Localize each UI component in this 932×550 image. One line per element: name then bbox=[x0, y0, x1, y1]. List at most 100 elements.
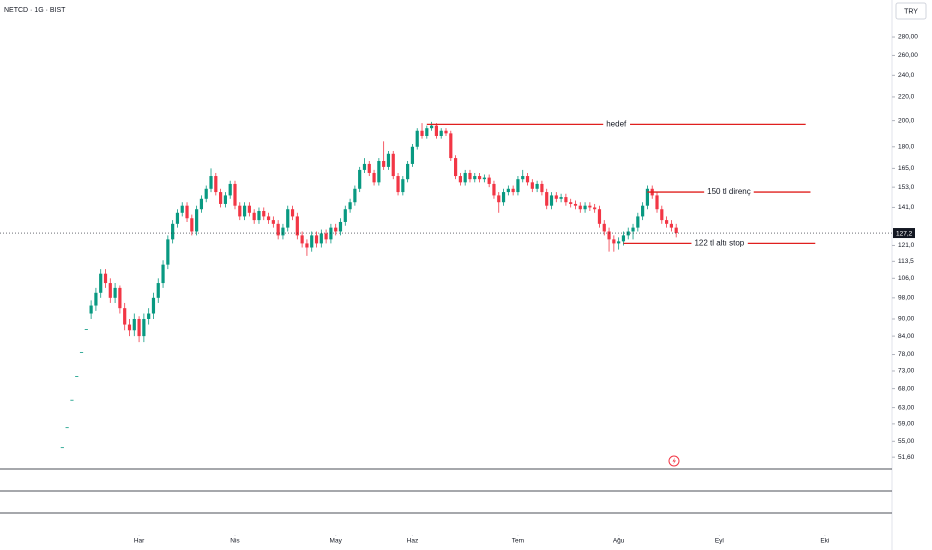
candle-body bbox=[583, 205, 587, 210]
candle-body bbox=[597, 209, 602, 224]
candle-body bbox=[554, 195, 558, 199]
annotation-label: hedef bbox=[606, 119, 627, 128]
candle-body bbox=[607, 231, 611, 240]
annotation-label: 122 tl altı stop bbox=[694, 239, 744, 248]
candle-body bbox=[386, 153, 391, 167]
candle-body bbox=[415, 130, 419, 147]
candle-body bbox=[108, 283, 112, 298]
y-tick-label: 63,00 bbox=[898, 404, 915, 411]
y-tick-label: 55,00 bbox=[898, 438, 915, 445]
y-tick-label: 260,00 bbox=[898, 52, 918, 59]
candle-body bbox=[214, 176, 218, 193]
candle-body bbox=[602, 223, 606, 232]
candle-body bbox=[391, 153, 395, 177]
candle-body bbox=[573, 203, 578, 206]
x-tick-label: Eyl bbox=[715, 538, 725, 545]
candle-body bbox=[123, 308, 127, 325]
candle-body bbox=[195, 209, 199, 232]
candle-body bbox=[521, 176, 525, 180]
candle-body bbox=[482, 177, 486, 180]
candle-body bbox=[190, 218, 194, 232]
candle-body bbox=[343, 209, 347, 222]
candle-body bbox=[564, 197, 568, 203]
candle-body bbox=[161, 264, 165, 284]
y-tick-label: 84,00 bbox=[898, 333, 915, 340]
candle-body bbox=[401, 179, 405, 193]
candle-body bbox=[358, 169, 362, 189]
candle-body bbox=[636, 216, 640, 228]
candle-body bbox=[382, 160, 386, 167]
candle-body bbox=[468, 172, 472, 180]
y-tick-label: 220,0 bbox=[898, 94, 915, 101]
candle-body bbox=[79, 351, 84, 353]
candle-body bbox=[185, 205, 189, 219]
x-tick-label: Haz bbox=[407, 538, 419, 545]
candle-body bbox=[334, 227, 338, 232]
candle-body bbox=[453, 158, 458, 177]
candle-body bbox=[396, 176, 400, 193]
candle-body bbox=[540, 183, 544, 193]
candle-body bbox=[641, 205, 645, 217]
candle-body bbox=[127, 324, 132, 331]
candle-body bbox=[444, 130, 448, 134]
candle-body bbox=[84, 329, 88, 330]
y-tick-label: 90,00 bbox=[898, 316, 915, 323]
candle-body bbox=[252, 212, 256, 221]
candle-body bbox=[276, 223, 280, 236]
candle-body bbox=[94, 292, 98, 306]
x-tick-label: Nis bbox=[230, 538, 240, 545]
chart-title: NETCD · 1G · BIST bbox=[4, 7, 66, 14]
candle-body bbox=[660, 209, 664, 221]
candle-body bbox=[271, 220, 275, 224]
candle-body bbox=[113, 287, 117, 298]
currency-button[interactable] bbox=[895, 2, 927, 20]
candle-body bbox=[70, 399, 74, 401]
annotation-label-bg bbox=[704, 186, 754, 198]
candle-body bbox=[501, 192, 506, 203]
y-tick-label: 51,60 bbox=[898, 454, 915, 461]
candle-body bbox=[228, 183, 232, 196]
candle-body bbox=[295, 216, 299, 236]
alert-icon[interactable] bbox=[668, 455, 680, 467]
y-tick-label: 106,0 bbox=[898, 275, 915, 282]
candle-body bbox=[281, 227, 285, 236]
candle-body bbox=[142, 318, 146, 337]
candle-body bbox=[171, 223, 175, 240]
candle-body bbox=[219, 192, 223, 204]
y-tick-label: 113,5 bbox=[898, 258, 914, 265]
candle-body bbox=[103, 273, 108, 284]
candle-body bbox=[199, 198, 204, 210]
candle-body bbox=[305, 243, 309, 248]
y-tick-label: 153,0 bbox=[898, 184, 915, 191]
candle-body bbox=[180, 205, 184, 213]
candle-body bbox=[434, 125, 439, 136]
last-price-label: 127,2 bbox=[896, 230, 913, 237]
candle-body bbox=[669, 223, 673, 228]
candle-body bbox=[626, 231, 630, 236]
candle-body bbox=[175, 212, 180, 224]
candle-body bbox=[430, 125, 434, 129]
candle-body bbox=[238, 205, 242, 217]
candle-body bbox=[75, 376, 79, 377]
candle-body bbox=[60, 447, 64, 449]
candle-body bbox=[262, 210, 266, 217]
candle-body bbox=[233, 183, 237, 206]
currency[interactable]: TRY bbox=[904, 8, 918, 15]
candle-body bbox=[588, 205, 592, 208]
candle-body bbox=[535, 183, 539, 189]
candle-body bbox=[151, 297, 156, 314]
candle-body bbox=[506, 188, 510, 193]
candle-body bbox=[372, 172, 376, 183]
y-tick-label: 73,00 bbox=[898, 368, 915, 375]
candle-body bbox=[621, 235, 626, 242]
candle-body bbox=[319, 233, 323, 244]
candle-body bbox=[247, 205, 251, 213]
y-tick-label: 121,0 bbox=[898, 242, 915, 249]
candle-body bbox=[290, 209, 295, 217]
candle-body bbox=[353, 188, 357, 203]
candle-body bbox=[410, 146, 415, 164]
y-tick-label: 240,0 bbox=[898, 72, 915, 79]
candle-body bbox=[655, 195, 659, 210]
